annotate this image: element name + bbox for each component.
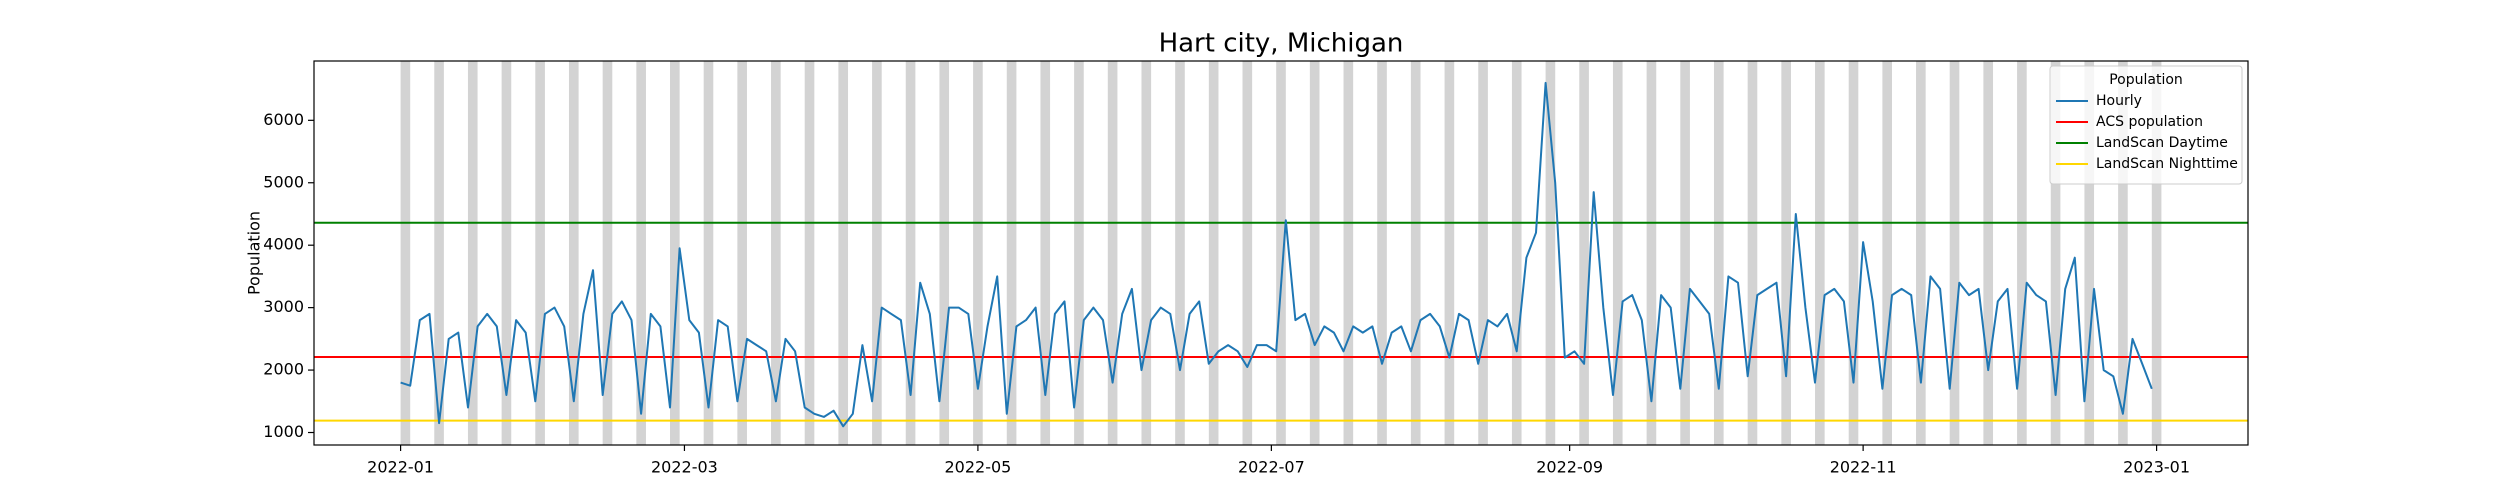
weekend-band (1545, 61, 1556, 445)
weekend-band (400, 61, 411, 445)
legend: Population Hourly ACS population LandScan D… (2049, 65, 2243, 185)
weekend-band (1208, 61, 1219, 445)
weekend-band (1882, 61, 1892, 445)
weekend-band (1309, 61, 1320, 445)
weekend-band (1444, 61, 1455, 445)
weekend-band (2017, 61, 2027, 445)
legend-label: LandScan Nighttime (2096, 156, 2238, 172)
y-tick-label: 1000 (263, 422, 304, 441)
plot-frame (313, 60, 2249, 446)
weekend-band (1175, 61, 1185, 445)
weekend-band (872, 61, 882, 445)
weekend-band (1343, 61, 1354, 445)
weekend-band (1781, 61, 1791, 445)
weekend-band (636, 61, 646, 445)
y-tick-label: 4000 (263, 235, 304, 254)
weekend-band (1848, 61, 1859, 445)
weekend-band (1006, 61, 1017, 445)
weekend-band (1107, 61, 1118, 445)
weekend-band (1747, 61, 1758, 445)
series-line (400, 81, 2153, 428)
weekend-band (973, 61, 983, 445)
weekend-band (535, 61, 545, 445)
weekend-band (939, 61, 950, 445)
weekend-band (771, 61, 781, 445)
x-tick-label: 2022-07 (1238, 458, 1305, 477)
weekend-band (1579, 61, 1589, 445)
weekend-band (2050, 61, 2061, 445)
weekend-band (804, 61, 815, 445)
weekend-band (501, 61, 512, 445)
x-tick-label: 2022-11 (1830, 458, 1897, 477)
weekend-band (1713, 61, 1724, 445)
weekend-band (434, 61, 444, 445)
legend-label: ACS population (2096, 114, 2203, 130)
weekend-band (1916, 61, 1926, 445)
legend-title: Population (2109, 72, 2183, 88)
weekend-band (1646, 61, 1657, 445)
weekend-band (1983, 61, 1994, 445)
weekend-band (1949, 61, 1960, 445)
weekend-band (1511, 61, 1522, 445)
weekend-band (737, 61, 747, 445)
weekend-band (1040, 61, 1051, 445)
weekend-band (1141, 61, 1152, 445)
legend-label: LandScan Daytime (2096, 135, 2228, 151)
weekend-band (905, 61, 916, 445)
weekend-band (1410, 61, 1421, 445)
weekend-band (1815, 61, 1825, 445)
x-tick-label: 2022-05 (944, 458, 1011, 477)
weekend-band (1612, 61, 1623, 445)
weekend-band (838, 61, 849, 445)
weekend-band (1377, 61, 1387, 445)
x-tick-label: 2022-09 (1536, 458, 1603, 477)
x-tick-label: 2023-01 (2123, 458, 2190, 477)
weekend-band (1276, 61, 1286, 445)
legend-label: Hourly (2096, 93, 2142, 109)
y-tick-label: 3000 (263, 297, 304, 316)
y-tick-label: 5000 (263, 172, 304, 191)
weekend-band (670, 61, 680, 445)
weekend-band (1242, 61, 1253, 445)
weekend-band (1478, 61, 1488, 445)
y-axis-label: Population (245, 211, 264, 295)
weekend-band (2084, 61, 2095, 445)
weekend-band (703, 61, 714, 445)
y-tick-label: 6000 (263, 110, 304, 129)
y-tick-label: 2000 (263, 360, 304, 379)
weekend-band (1074, 61, 1084, 445)
legend-box (2049, 65, 2243, 185)
weekend-band (1680, 61, 1690, 445)
weekend-band (2118, 61, 2128, 445)
chart-title: Hart city, Michigan (1159, 29, 1404, 59)
weekend-band (2151, 61, 2162, 445)
weekend-band (602, 61, 613, 445)
x-tick-label: 2022-03 (651, 458, 718, 477)
x-tick-label: 2022-01 (367, 458, 434, 477)
weekend-band (568, 61, 579, 445)
weekend-band (467, 61, 478, 445)
